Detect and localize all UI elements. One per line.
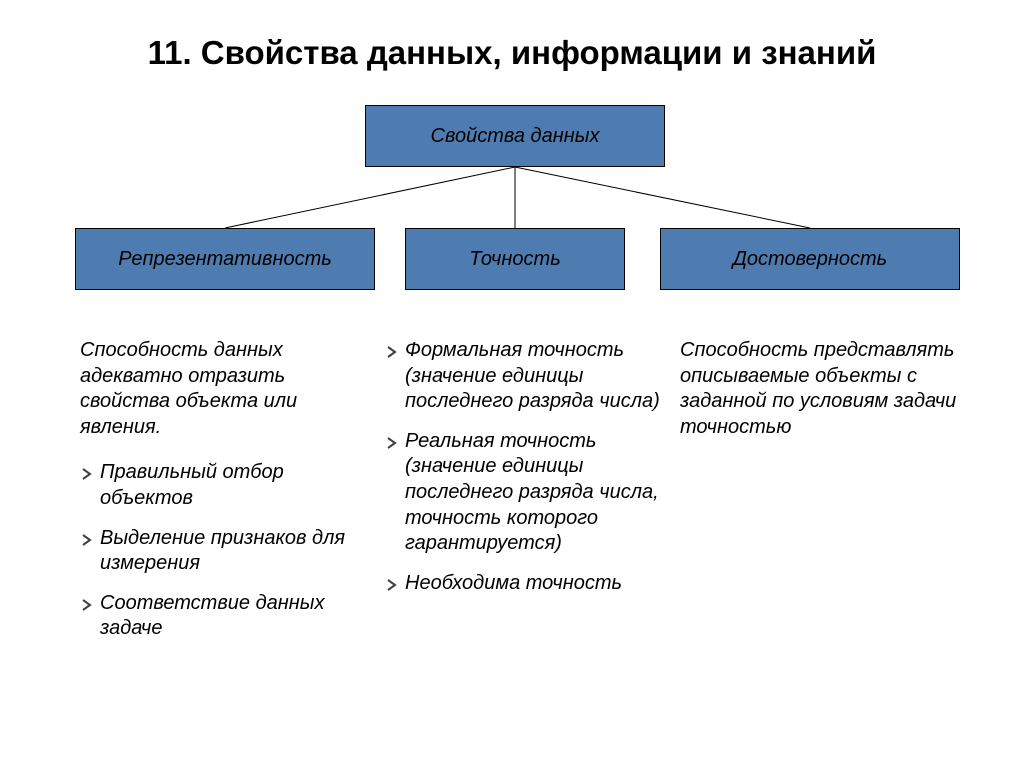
connector-to-right (515, 167, 810, 228)
left-bullets: Правильный отбор объектов Выделение призн… (80, 460, 360, 642)
bullet-icon (80, 529, 94, 555)
mid-bullet-item: Формальная точность (значение единицы по… (385, 338, 665, 415)
left-bullet-item: Соответствие данных задаче (80, 591, 360, 642)
chevron-icon (80, 467, 94, 481)
left-bullet-text: Соответствие данных задаче (100, 591, 360, 642)
chevron-icon (385, 578, 399, 592)
mid-bullet-text: Реальная точность (значение единицы посл… (405, 429, 665, 557)
mid-bullet-text: Формальная точность (значение единицы по… (405, 338, 665, 415)
slide-title: 11. Свойства данных, информации и знаний (0, 34, 1024, 72)
left-bullet-text: Выделение признаков для измерения (100, 526, 360, 577)
left-bullet-text: Правильный отбор объектов (100, 460, 360, 511)
connector-to-left (225, 167, 515, 228)
chevron-icon (385, 436, 399, 450)
left-box: Репрезентативность (75, 228, 375, 290)
left-box-label: Репрезентативность (118, 248, 332, 271)
mid-box-label: Точность (469, 248, 560, 271)
right-intro: Способность представлять описываемые объ… (680, 338, 960, 440)
right-box-label: Достоверность (733, 248, 887, 271)
chevron-icon (80, 533, 94, 547)
right-column: Способность представлять описываемые объ… (680, 338, 960, 454)
bullet-icon (80, 594, 94, 620)
root-box: Свойства данных (365, 105, 665, 167)
bullet-icon (385, 432, 399, 458)
mid-column: Формальная точность (значение единицы по… (385, 338, 665, 613)
mid-bullet-item: Необходима точность (385, 571, 665, 600)
right-box: Достоверность (660, 228, 960, 290)
left-intro: Способность данных адекватно отразить св… (80, 338, 360, 440)
mid-bullet-item: Реальная точность (значение единицы посл… (385, 429, 665, 557)
bullet-icon (385, 341, 399, 367)
mid-bullets: Формальная точность (значение единицы по… (385, 338, 665, 599)
mid-bullet-text: Необходима точность (405, 571, 665, 597)
root-box-label: Свойства данных (431, 125, 600, 148)
mid-box: Точность (405, 228, 625, 290)
chevron-icon (385, 345, 399, 359)
left-bullet-item: Выделение признаков для измерения (80, 526, 360, 577)
bullet-icon (385, 574, 399, 600)
chevron-icon (80, 598, 94, 612)
bullet-icon (80, 463, 94, 489)
left-column: Способность данных адекватно отразить св… (80, 338, 360, 656)
left-bullet-item: Правильный отбор объектов (80, 460, 360, 511)
